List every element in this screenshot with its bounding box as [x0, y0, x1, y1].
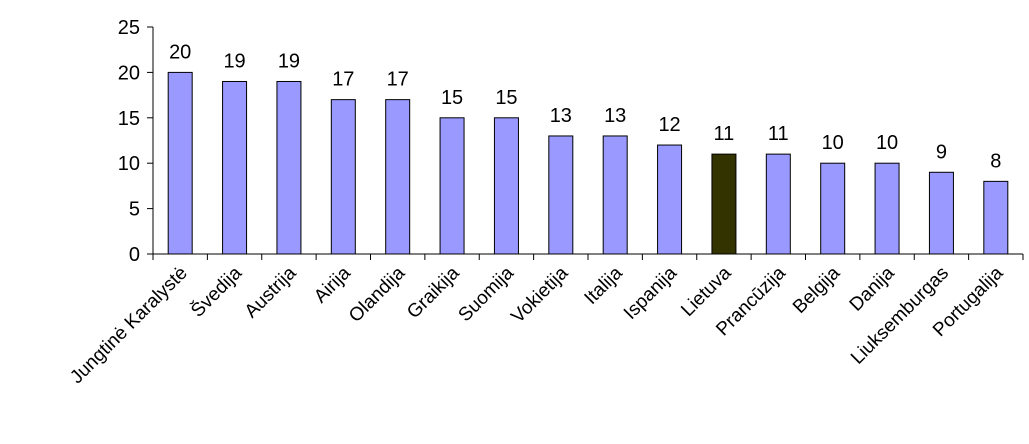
data-label: 19	[223, 50, 245, 72]
category-label: Ispanija	[620, 262, 681, 323]
category-label: Danija	[846, 262, 899, 315]
y-axis: 0 5 10 15 20 25	[118, 17, 154, 266]
data-label: 17	[332, 69, 354, 91]
y-tick-label: 20	[118, 62, 140, 84]
category-label: Italija	[581, 262, 628, 309]
data-label: 11	[768, 123, 789, 145]
bar	[657, 144, 683, 255]
category-label: Liuksemburgas	[847, 263, 953, 369]
category-label: Olandija	[345, 262, 409, 326]
bar	[493, 117, 519, 255]
data-label: 15	[441, 87, 463, 109]
bar	[330, 99, 356, 255]
y-tick-label: 10	[118, 153, 140, 175]
bar	[820, 162, 846, 255]
bar	[385, 99, 411, 255]
bar	[276, 80, 302, 255]
category-label: Vokietija	[507, 262, 572, 327]
bar	[983, 180, 1009, 255]
category-label: Belgija	[789, 262, 844, 317]
bar	[602, 135, 628, 255]
bar	[711, 153, 737, 255]
data-label: 20	[169, 41, 191, 63]
bar	[874, 162, 900, 255]
data-label: 19	[278, 50, 300, 72]
category-label: Suomija	[455, 262, 519, 326]
data-labels: 20 19 19 17 17 15 15 13 13 12 11 11 10 10 9 8	[169, 41, 1001, 172]
y-tick-label: 5	[129, 199, 140, 221]
bar	[167, 71, 193, 255]
y-tick-label: 0	[129, 244, 140, 266]
bar	[439, 117, 465, 255]
category-label: Graikija	[403, 262, 464, 323]
bar	[765, 153, 791, 255]
data-label: 12	[658, 114, 680, 136]
bar	[222, 80, 248, 255]
category-label: Jungtinė Karalystė	[66, 263, 191, 388]
category-label: Austrija	[241, 262, 301, 322]
data-label: 10	[822, 132, 844, 154]
bar	[548, 135, 574, 255]
bars	[167, 71, 1009, 255]
x-axis	[152, 253, 1024, 260]
y-tick-label: 15	[118, 108, 140, 130]
data-label: 13	[604, 105, 626, 127]
data-label: 10	[876, 132, 898, 154]
data-label: 13	[550, 105, 572, 127]
y-tick-label: 25	[118, 17, 140, 39]
data-label: 15	[495, 87, 517, 109]
category-label: Švedija	[186, 262, 246, 322]
category-label: Airija	[310, 262, 355, 307]
data-label: 11	[714, 123, 735, 145]
bar	[928, 171, 954, 255]
data-label: 17	[387, 69, 409, 91]
data-label: 8	[990, 150, 1001, 172]
data-label: 9	[936, 141, 947, 163]
